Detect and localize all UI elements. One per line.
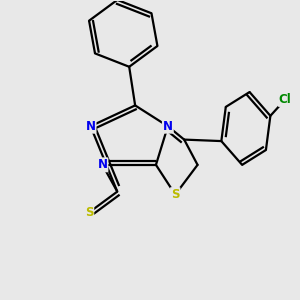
Text: S: S xyxy=(85,206,93,219)
Text: N: N xyxy=(98,158,107,171)
Text: N: N xyxy=(163,120,173,133)
Text: Cl: Cl xyxy=(279,93,292,106)
Text: S: S xyxy=(171,188,179,201)
Text: N: N xyxy=(85,120,96,133)
